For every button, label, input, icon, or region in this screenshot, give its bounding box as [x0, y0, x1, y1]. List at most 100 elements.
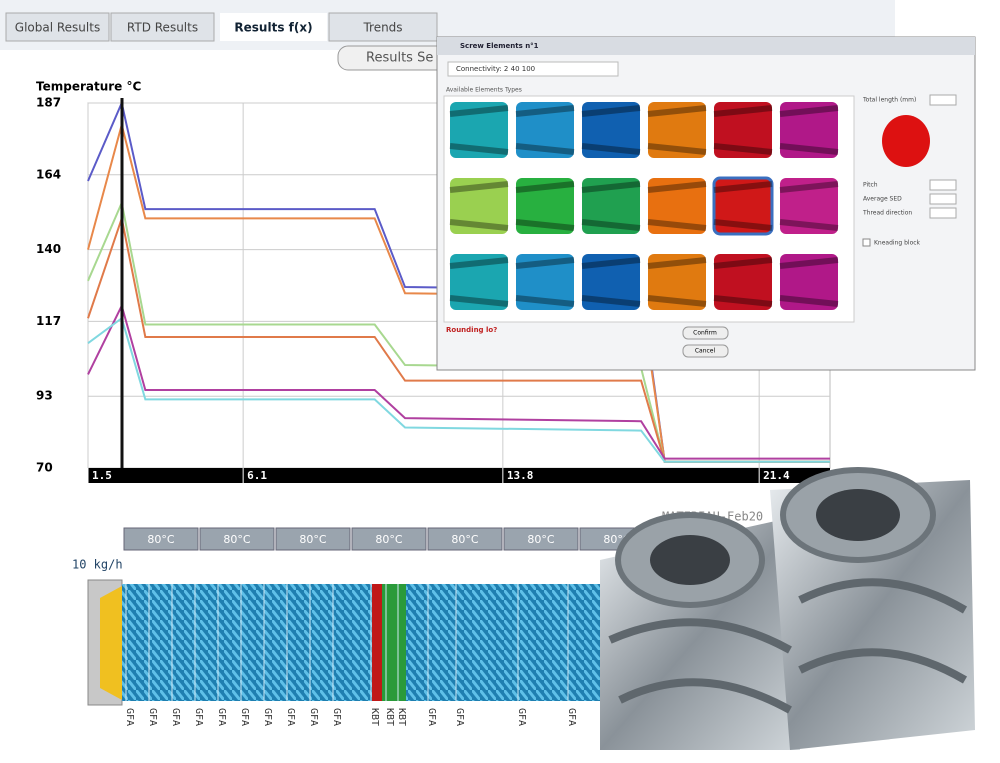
checkbox-label: Kneading block — [874, 240, 921, 247]
dialog-title: Screw Elements n°1 — [460, 42, 539, 50]
tab[interactable] — [5, 12, 110, 42]
thumbnail-shade — [449, 181, 509, 231]
x-axis-bar — [88, 468, 830, 483]
element-thumbnail[interactable] — [780, 102, 838, 158]
series-line — [87, 214, 830, 463]
element-label: GFA — [426, 708, 437, 726]
element-label: KBT — [396, 708, 407, 726]
element-label: GFA — [331, 708, 342, 726]
side-label: Thread direction — [862, 210, 912, 217]
y-tick-label: 70 — [36, 461, 53, 475]
side-input[interactable] — [929, 94, 957, 106]
tab-label: Global Results — [15, 21, 100, 35]
element-label: GFA — [124, 708, 135, 726]
confirm-label: Confirm — [693, 330, 717, 337]
element-thumbnail[interactable] — [516, 254, 574, 310]
thumbnail-shade — [713, 257, 773, 307]
element-thumbnail[interactable] — [714, 102, 772, 158]
element-thumbnail[interactable] — [450, 254, 508, 310]
zone-label: 80°C — [223, 533, 250, 546]
element-label: GFA — [239, 708, 250, 726]
element-thumbnail[interactable] — [714, 254, 772, 310]
tab[interactable] — [220, 13, 327, 41]
dialog-field-text: Connectivity: 2 40 100 — [456, 65, 535, 73]
cancel-label: Cancel — [695, 348, 716, 355]
element-thumbnail[interactable] — [582, 102, 640, 158]
element-thumbnail[interactable] — [582, 178, 640, 234]
tab[interactable] — [328, 12, 438, 42]
x-tick-label: 1.5 — [92, 469, 112, 482]
element-thumbnail[interactable] — [582, 254, 640, 310]
feed-label: 10 kg/h — [72, 558, 123, 572]
tab[interactable] — [110, 12, 215, 42]
dialog: Screw Elements n°1 Connectivity: 2 40 10… — [436, 36, 976, 371]
thumbnail-shade — [515, 105, 575, 155]
element-thumbnail[interactable] — [450, 178, 508, 234]
thumbnail-shade — [449, 105, 509, 155]
screw-flights — [608, 578, 968, 714]
cancel-button[interactable] — [682, 344, 729, 358]
element-label: KBT — [384, 708, 395, 726]
zone-label: 80°C — [147, 533, 174, 546]
thumbnail-shade — [515, 181, 575, 231]
element-thumbnail[interactable] — [516, 102, 574, 158]
element-label: KBT — [369, 708, 380, 726]
element-thumbnail[interactable] — [780, 254, 838, 310]
x-tick-label: 21.4 — [763, 469, 790, 482]
element-thumbnail[interactable] — [648, 254, 706, 310]
element-label: GFA — [262, 708, 273, 726]
tab-label: Results f(x) — [234, 21, 312, 35]
thumbnail-shade — [647, 181, 707, 231]
element-preview — [882, 115, 930, 167]
screw-photo — [600, 467, 975, 750]
thumbnail-shade — [713, 181, 773, 231]
tab-label: RTD Results — [127, 21, 198, 35]
side-label: Average SED — [863, 196, 902, 203]
y-tick-label: 140 — [36, 242, 61, 256]
dialog-field[interactable] — [447, 61, 619, 77]
zone — [427, 527, 503, 551]
element-label: GFA — [454, 708, 465, 726]
side-input[interactable] — [929, 193, 957, 205]
element-thumbnail[interactable] — [450, 102, 508, 158]
zone-label: 80°C — [527, 533, 554, 546]
zone — [123, 527, 199, 551]
thumbnail-shade — [779, 105, 839, 155]
element-label: GFA — [285, 708, 296, 726]
confirm-button[interactable] — [682, 326, 729, 340]
y-tick-label: 164 — [36, 167, 61, 181]
series-line — [87, 316, 830, 463]
thumbnail-shade — [581, 257, 641, 307]
zone — [503, 527, 579, 551]
thumbnail-shade — [581, 105, 641, 155]
element-label: GFA — [147, 708, 158, 726]
element-thumbnail[interactable] — [648, 102, 706, 158]
element-label: GFA — [516, 708, 527, 726]
dialog-section: Available Elements Types — [446, 87, 522, 94]
dialog-titlebar — [437, 37, 975, 55]
y-tick-label: 187 — [36, 96, 61, 110]
warning: Rounding lo? — [446, 326, 497, 334]
zone — [199, 527, 275, 551]
y-tick-label: 93 — [36, 389, 53, 403]
x-tick-label: 13.8 — [507, 469, 534, 482]
element-thumbnail[interactable] — [780, 178, 838, 234]
side-input[interactable] — [929, 179, 957, 191]
screw-hole-right — [816, 489, 900, 541]
element-thumbnail[interactable] — [648, 178, 706, 234]
element-label: GFA — [566, 708, 577, 726]
element-label: GFA — [170, 708, 181, 726]
checkbox[interactable] — [862, 238, 871, 247]
side-input[interactable] — [929, 207, 957, 219]
y-tick-label: 117 — [36, 314, 61, 328]
element-label: GFA — [308, 708, 319, 726]
thumbnail-shade — [449, 257, 509, 307]
element-thumbnail[interactable] — [516, 178, 574, 234]
element-thumbnail[interactable] — [712, 176, 774, 236]
kneading-red — [372, 584, 382, 701]
screw-hole-left — [650, 535, 730, 585]
thumbnail-shade — [779, 257, 839, 307]
element-label: GFA — [193, 708, 204, 726]
